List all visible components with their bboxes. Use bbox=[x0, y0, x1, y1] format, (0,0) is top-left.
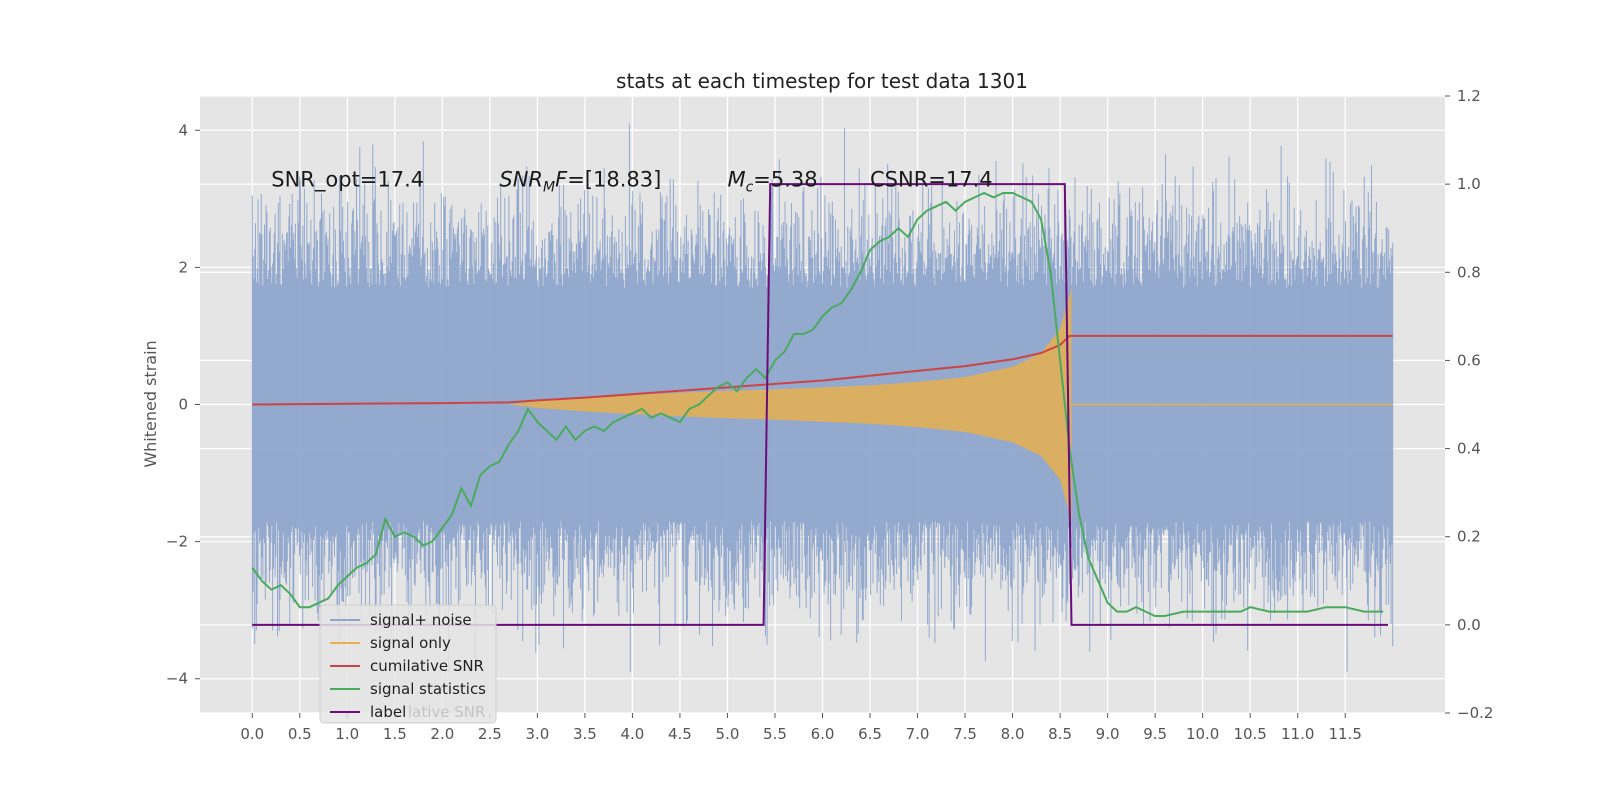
x-tick-label: 1.5 bbox=[383, 725, 407, 743]
x-tick-label: 7.0 bbox=[906, 725, 930, 743]
label-line bbox=[252, 183, 1388, 626]
x-tick-label: 3.0 bbox=[525, 725, 549, 743]
y2-tick-label: 0.2 bbox=[1457, 528, 1481, 546]
y-tick-label: 2 bbox=[178, 258, 188, 276]
annotation-text: Mc=5.38 bbox=[727, 167, 817, 195]
y-axis-label: Whitened strain bbox=[141, 340, 160, 467]
y2-tick-label: 0.0 bbox=[1457, 616, 1481, 634]
y2-tick-label: 0.8 bbox=[1457, 263, 1481, 281]
y-tick-label: −4 bbox=[166, 670, 188, 688]
y-tick-label: 4 bbox=[178, 121, 188, 139]
chart-title: stats at each timestep for test data 130… bbox=[616, 69, 1028, 93]
x-tick-label: 10.5 bbox=[1233, 725, 1266, 743]
y2-tick-label: −0.2 bbox=[1457, 704, 1493, 722]
x-tick-label: 6.0 bbox=[811, 725, 835, 743]
x-tick-label: 10.0 bbox=[1186, 725, 1219, 743]
x-tick-label: 0.0 bbox=[240, 725, 264, 743]
signal-statistics-line bbox=[251, 191, 1384, 617]
x-tick-label: 2.5 bbox=[478, 725, 502, 743]
x-tick-label: 6.5 bbox=[858, 725, 882, 743]
annotation-text: CSNR=17.4 bbox=[870, 167, 993, 191]
x-tick-label: 5.5 bbox=[763, 725, 787, 743]
annotation-layer: SNR_opt=17.4 SNRMF=[18.83] Mc=5.38 CSNR=17.… bbox=[271, 167, 992, 195]
x-tick-label: 11.5 bbox=[1329, 725, 1362, 743]
legend-label: cumilative SNR bbox=[370, 657, 484, 675]
x-tick-label: 7.5 bbox=[953, 725, 977, 743]
x-tick-label: 3.5 bbox=[573, 725, 597, 743]
legend-label: signal statistics bbox=[370, 680, 486, 698]
x-tick-label: 2.0 bbox=[430, 725, 454, 743]
legend-box bbox=[319, 604, 497, 724]
y-tick-label: −2 bbox=[166, 533, 188, 551]
y2-tick-label: 1.0 bbox=[1457, 175, 1481, 193]
x-tick-label: 9.5 bbox=[1143, 725, 1167, 743]
signal-band-layer bbox=[508, 288, 1393, 521]
x-tick-label: 5.0 bbox=[716, 725, 740, 743]
axes-layer: 0.0 0.5 1.0 1.5 2.0 2.5 3.0 3.5 4.0 4.5 5.0 5.5 6.0 6… bbox=[166, 87, 1494, 743]
signal-only-band bbox=[508, 288, 1072, 521]
y2-tick-label: 1.2 bbox=[1457, 87, 1481, 105]
y2-tick-label: 0.4 bbox=[1457, 440, 1481, 458]
x-tick-label: 4.5 bbox=[668, 725, 692, 743]
x-tick-label: 8.5 bbox=[1048, 725, 1072, 743]
legend-label: label bbox=[370, 703, 406, 721]
x-tick-label: 11.0 bbox=[1281, 725, 1314, 743]
series-layer bbox=[251, 183, 1393, 626]
y-tick-label: 0 bbox=[178, 396, 188, 414]
x-tick-label: 8.0 bbox=[1001, 725, 1025, 743]
annotation-text: SNRMF=[18.83] bbox=[499, 167, 661, 195]
x-tick-label: 4.0 bbox=[620, 725, 644, 743]
annotation-text: SNR_opt=17.4 bbox=[271, 167, 424, 192]
x-tick-label: 0.5 bbox=[288, 725, 312, 743]
x-tick-label: 9.0 bbox=[1096, 725, 1120, 743]
legend-label: signal+ noise bbox=[370, 611, 472, 629]
cumilative-snr-line bbox=[252, 334, 1393, 406]
legend-label: signal only bbox=[370, 634, 451, 652]
y2-tick-label: 0.6 bbox=[1457, 351, 1481, 369]
x-tick-label: 1.0 bbox=[335, 725, 359, 743]
legend-ghost-text: lative SNR bbox=[408, 703, 485, 721]
legend: lative SNR signal+ noise signal only cumila… bbox=[319, 604, 497, 724]
